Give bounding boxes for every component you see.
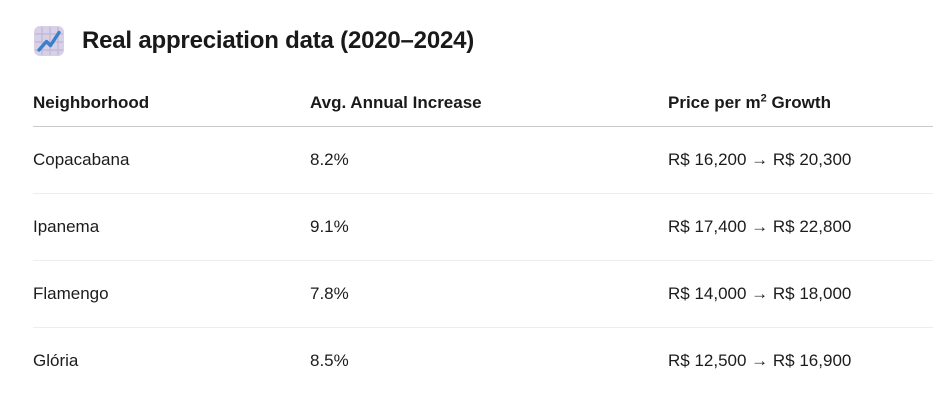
growth-cell: R$ 17,400 → R$ 22,800 <box>668 193 933 261</box>
increase-cell: 7.8% <box>310 260 668 328</box>
column-header-neighborhood: Neighborhood <box>33 80 310 127</box>
appreciation-table: Neighborhood Avg. Annual Increase Price … <box>33 80 933 394</box>
neighborhood-cell: Ipanema <box>33 193 310 261</box>
price-growth-label-rest: Growth <box>766 92 831 112</box>
column-header-avg-annual-increase: Avg. Annual Increase <box>310 80 668 127</box>
table-row: Ipanema 9.1% R$ 17,400 → R$ 22,800 <box>33 193 933 261</box>
table-row: Copacabana 8.2% R$ 16,200 → R$ 20,300 <box>33 126 933 194</box>
increase-cell: 8.5% <box>310 350 349 370</box>
neighborhood-cell: Copacabana <box>33 126 310 194</box>
table-row: Glória 8.5% R$ 12,500 → R$ 16,900 <box>33 327 933 394</box>
page: Real appreciation data (2020–2024) Neigh… <box>33 23 940 394</box>
page-title: Real appreciation data (2020–2024) <box>82 27 475 54</box>
increase-cell: 8.2% <box>310 126 668 194</box>
column-header-price-growth: Price per m2 Growth <box>668 80 933 127</box>
price-growth-label-superscript: 2 <box>760 92 767 105</box>
growth-cell: R$ 14,000 → R$ 18,000 <box>668 260 933 328</box>
neighborhood-cell: Glória <box>33 350 79 370</box>
neighborhood-cell: Flamengo <box>33 260 310 328</box>
table-row: Flamengo 7.8% R$ 14,000 → R$ 18,000 <box>33 260 933 328</box>
price-growth-label-base: Price per m <box>668 92 761 112</box>
growth-cell: R$ 12,500 → R$ 16,900 <box>668 350 852 370</box>
chart-increasing-icon <box>33 25 65 57</box>
table-header-row: Neighborhood Avg. Annual Increase Price … <box>33 80 933 127</box>
increase-cell: 9.1% <box>310 193 668 261</box>
growth-cell: R$ 16,200 → R$ 20,300 <box>668 126 933 194</box>
page-header: Real appreciation data (2020–2024) <box>33 23 940 59</box>
